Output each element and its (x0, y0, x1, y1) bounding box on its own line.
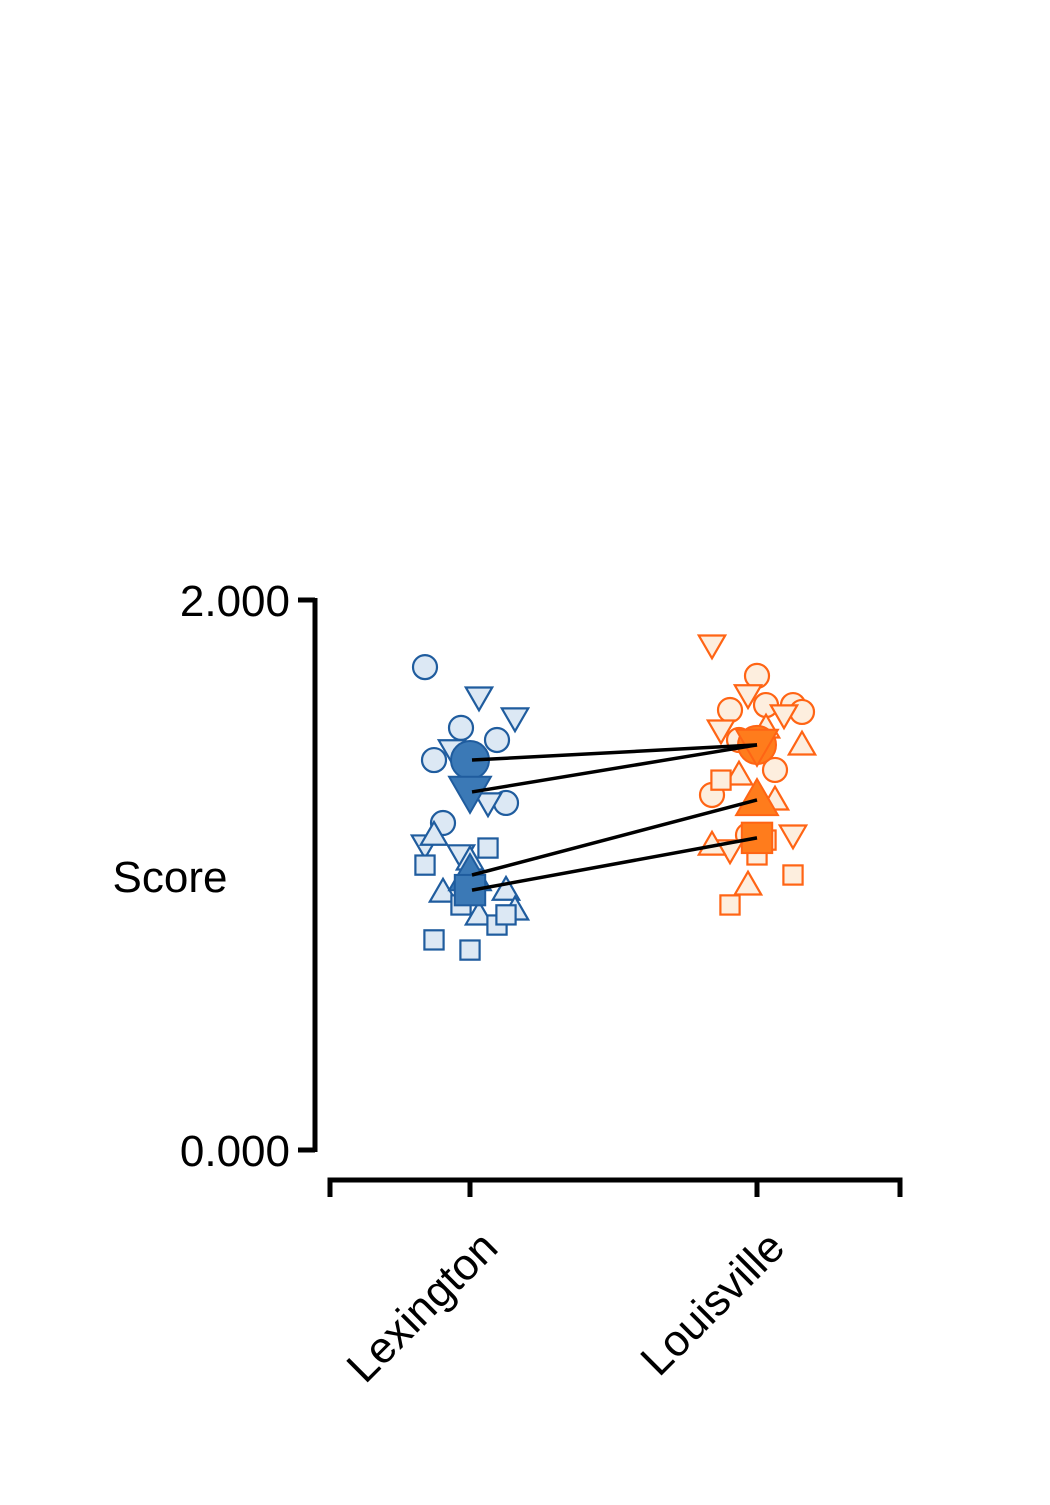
marker (716, 696, 744, 724)
marker (732, 684, 764, 711)
y-tick-label: 0.000 (180, 1127, 290, 1176)
marker (719, 894, 741, 916)
marker (705, 719, 737, 746)
x-axis (327, 1177, 903, 1197)
marker (723, 759, 755, 786)
marker (732, 869, 764, 896)
marker (463, 686, 495, 713)
marker (696, 634, 728, 661)
marker (459, 939, 481, 961)
marker (483, 726, 511, 754)
marker (710, 769, 732, 791)
marker (423, 929, 445, 951)
marker (740, 821, 774, 855)
marker (761, 756, 789, 784)
y-axis-label: Score (113, 853, 228, 902)
marker (734, 777, 780, 817)
pair-line (471, 743, 758, 762)
marker (420, 746, 448, 774)
marker (463, 899, 495, 926)
marker (447, 714, 475, 741)
marker (499, 707, 531, 734)
marker (472, 792, 504, 819)
marker (490, 874, 522, 901)
marker (411, 653, 439, 681)
pair-line (471, 798, 758, 877)
pair-line (471, 836, 758, 892)
marker (777, 824, 809, 851)
marker (768, 704, 800, 731)
marker (447, 775, 493, 815)
marker (782, 864, 804, 886)
marker (477, 837, 499, 859)
marker (786, 729, 818, 756)
marker (495, 904, 517, 926)
x-tick-label: Louisville (631, 1222, 794, 1385)
y-tick-label: 2.000 (180, 577, 290, 626)
marker (414, 854, 436, 876)
marker (418, 819, 450, 846)
x-tick-label: Lexington (337, 1222, 507, 1392)
pair-line (471, 743, 758, 794)
